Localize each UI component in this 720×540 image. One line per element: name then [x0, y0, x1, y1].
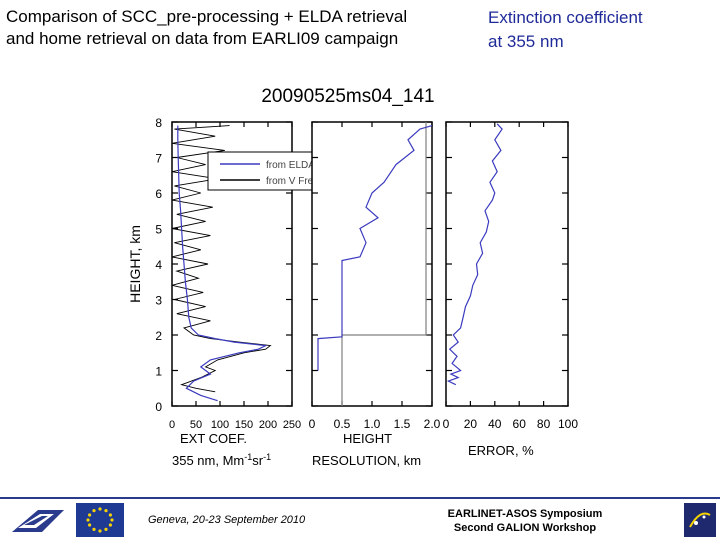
x-tick-label: 60 — [513, 417, 527, 431]
slide-title-left: Comparison of SCC_pre-processing + ELDA … — [6, 6, 466, 50]
x-tick-label: 0 — [169, 419, 175, 431]
x-tick-label: 20 — [464, 417, 478, 431]
x-axis-label-1b-main: 355 nm, Mm — [172, 453, 244, 468]
y-tick-label: 8 — [155, 116, 162, 130]
x-axis-label-3: ERROR, % — [468, 443, 534, 458]
x-tick-label: 100 — [558, 417, 578, 431]
x-tick-label: 50 — [190, 419, 202, 431]
y-tick-label: 0 — [155, 400, 162, 414]
y-tick-label: 1 — [155, 365, 162, 379]
y-tick-label: 2 — [155, 329, 162, 343]
slide-title-left-line1: Comparison of SCC_pre-processing + ELDA … — [6, 7, 408, 26]
panel-frame-2 — [445, 121, 569, 407]
earlinet-logo-icon — [12, 510, 64, 532]
x-tick-label: 250 — [283, 419, 301, 431]
y-axis-label: HEIGHT, km — [127, 225, 143, 303]
x-tick-label: 0 — [443, 417, 450, 431]
x-tick-label: 100 — [211, 419, 229, 431]
slide-title-right: Extinction coefficient at 355 nm — [488, 6, 718, 54]
series-line-0-0 — [171, 125, 272, 393]
slide-title-right-line1: Extinction coefficient — [488, 8, 643, 27]
legend-label: from ELDA — [266, 160, 315, 171]
series-line-1-0 — [341, 122, 427, 406]
x-axis-label-1b-sup2: -1 — [263, 452, 271, 462]
x-axis-label-1b: 355 nm, Mm-1sr-1 — [172, 452, 271, 468]
x-tick-label: 0.5 — [334, 417, 351, 431]
x-axis-label-1b-sr: sr — [252, 453, 264, 468]
slide-title-left-line2: and home retrieval on data from EARLI09 … — [6, 29, 399, 48]
panel-frame-1 — [311, 121, 433, 407]
series-line-2-0 — [446, 123, 503, 386]
x-tick-label: 1.5 — [394, 417, 411, 431]
x-tick-label: 0 — [309, 417, 316, 431]
x-tick-label: 40 — [488, 417, 502, 431]
x-tick-label: 150 — [235, 419, 253, 431]
x-tick-label: 2.0 — [424, 417, 441, 431]
x-tick-label: 80 — [537, 417, 551, 431]
eu-flag-icon — [76, 503, 124, 537]
y-tick-label: 6 — [155, 187, 162, 201]
y-tick-label: 3 — [155, 294, 162, 308]
series-line-0-1 — [177, 125, 268, 402]
footer-event-line1: EARLINET-ASOS Symposium — [447, 508, 603, 520]
panel-error: 0 20 40 60 80 100 — [443, 121, 578, 431]
footer-divider — [0, 497, 720, 499]
galion-logo-icon — [684, 503, 716, 537]
footer-event: EARLINET-ASOS Symposium Second GALION Wo… — [420, 507, 630, 535]
x-axis-label-2a: HEIGHT — [343, 431, 392, 446]
y-tick-label: 4 — [155, 258, 162, 272]
panel-height-resolution: 0 0.5 1.0 1.5 2.0 — [309, 121, 441, 431]
x-axis-label-1b-sup1: -1 — [244, 452, 252, 462]
chart-title: 20090525ms04_141 — [261, 86, 434, 107]
y-tick-label: 5 — [155, 223, 162, 237]
x-axis-label-2b: RESOLUTION, km — [312, 453, 421, 468]
x-tick-label: 200 — [259, 419, 277, 431]
y-tick-label: 7 — [155, 152, 162, 166]
footer-event-line2: Second GALION Workshop — [453, 522, 597, 534]
x-axis-label-1a: EXT COEF. — [180, 431, 247, 446]
slide-title-right-line2: at 355 nm — [488, 32, 564, 51]
footer-city-date: Geneva, 20-23 September 2010 — [148, 514, 306, 526]
x-tick-label: 1.0 — [364, 417, 381, 431]
series-line-1-1 — [317, 125, 433, 371]
